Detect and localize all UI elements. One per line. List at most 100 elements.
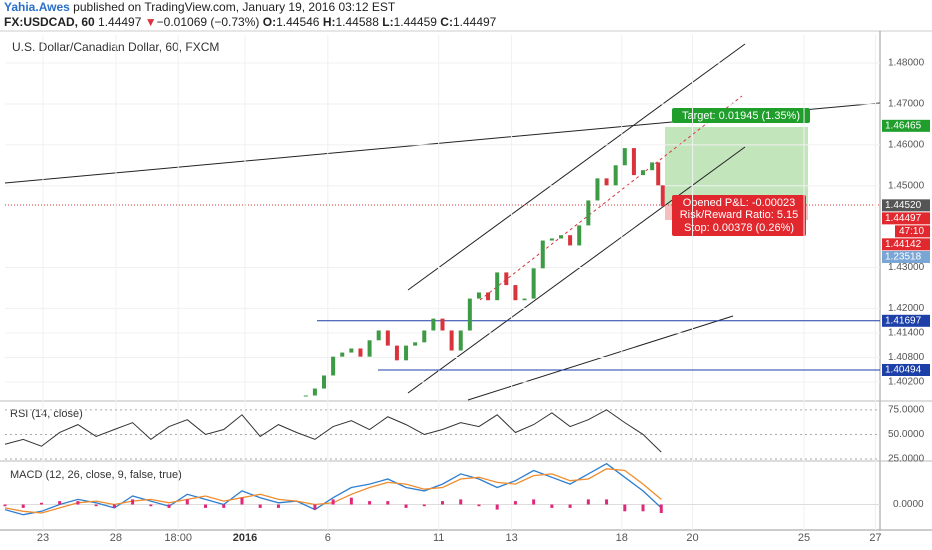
y-tick-label: 0.0000 — [893, 499, 924, 510]
candle — [641, 170, 646, 176]
target-box — [672, 108, 810, 123]
price-tag-text: 1.46465 — [885, 120, 922, 131]
open: 1.44546 — [276, 15, 320, 29]
x-tick-label: 11 — [433, 532, 444, 544]
histogram-bar — [39, 502, 43, 505]
price-tag — [882, 119, 930, 132]
stop-text: Stop: 0.00378 (0.26%) — [684, 222, 794, 234]
price-tag — [882, 199, 930, 212]
y-tick-label: 25.0000 — [888, 454, 925, 465]
trend-line — [467, 315, 734, 401]
histogram-bar — [185, 499, 189, 505]
candle — [586, 200, 591, 226]
histogram-bar — [477, 504, 481, 507]
symbol: FX:USDCAD, 60 — [4, 15, 95, 29]
candle — [568, 235, 573, 246]
author[interactable]: Yahia.Awes — [4, 0, 70, 14]
histogram-bar — [513, 501, 517, 505]
rsi-line — [4, 409, 662, 453]
price-tag-text: 1.44142 — [885, 239, 922, 250]
y-tick-label: 1.41400 — [888, 328, 925, 339]
histogram-bar — [76, 501, 80, 505]
candle — [577, 225, 582, 246]
published: published on TradingView.com, January 19… — [73, 0, 396, 14]
candle — [622, 148, 627, 166]
histogram-bar — [222, 504, 226, 508]
c-label: C: — [440, 15, 453, 29]
candle — [558, 235, 563, 239]
y-tick-label: 1.42000 — [888, 303, 925, 314]
candle — [431, 318, 436, 331]
candle — [522, 298, 527, 301]
high: 1.44588 — [335, 15, 379, 29]
candle — [404, 345, 409, 361]
drawings: Target: 0.01945 (1.35%) Opened P&L: -0.0… — [4, 43, 881, 401]
target-text: Target: 0.01945 (1.35%) — [682, 110, 800, 122]
y-tick-label: 75.0000 — [888, 405, 925, 416]
x-tick-label: 18 — [616, 532, 628, 544]
price-tag — [882, 314, 930, 327]
x-tick-label: 2016 — [233, 532, 257, 544]
countdown-tag — [895, 225, 930, 238]
y-tick-label: 1.46000 — [888, 139, 925, 150]
histogram-bar — [386, 501, 390, 505]
price-tag-text: 1.40494 — [885, 365, 922, 376]
histogram-bar — [550, 504, 554, 508]
candle — [413, 342, 418, 346]
histogram-bar — [586, 499, 590, 505]
arrow: ▼ — [144, 15, 157, 29]
histogram-bar — [605, 499, 609, 505]
x-tick-label: 18:00 — [164, 532, 192, 544]
countdown-text: 47:10 — [899, 226, 924, 237]
candle — [540, 240, 545, 269]
price-tag — [882, 251, 930, 263]
candle — [595, 178, 600, 201]
last: 1.44497 — [98, 15, 142, 29]
candle — [358, 348, 363, 357]
histogram-bar — [112, 504, 116, 508]
candle — [385, 330, 390, 346]
candle — [331, 356, 336, 376]
histogram-bar — [204, 504, 208, 508]
candle — [513, 285, 518, 301]
price-tag — [882, 238, 930, 251]
histogram-bar — [495, 504, 499, 510]
candle — [504, 272, 509, 286]
candle — [549, 238, 554, 241]
profit-zone — [665, 127, 808, 205]
channel-upper — [407, 43, 746, 291]
o-label: O: — [262, 15, 277, 29]
histogram-bar — [313, 504, 317, 510]
histogram-bar — [441, 501, 444, 505]
histogram-bar — [459, 499, 463, 505]
histogram-bar — [3, 504, 7, 507]
candle — [613, 165, 618, 186]
low: 1.44459 — [393, 15, 437, 29]
candle — [367, 340, 372, 357]
histogram-bar — [258, 504, 262, 508]
x-tick-label: 28 — [110, 532, 122, 544]
histogram-bar — [659, 504, 663, 513]
x-tick-label: 20 — [686, 532, 698, 544]
candle — [476, 292, 481, 299]
candle — [440, 318, 445, 331]
histogram-bar — [94, 504, 98, 507]
histogram-bar — [21, 504, 25, 508]
histogram-bar — [131, 499, 135, 505]
publish-line: Yahia.Awes published on TradingView.com,… — [4, 0, 496, 15]
x-tick-label: 6 — [325, 532, 331, 544]
candle — [531, 268, 536, 299]
candle — [322, 375, 327, 389]
y-tick-label: 1.48000 — [888, 58, 925, 69]
price-tag-text: 1.44520 — [885, 200, 922, 211]
price-tag-text: 1.41697 — [885, 315, 922, 326]
candle — [394, 345, 399, 361]
quote-line: FX:USDCAD, 60 1.44497 ▼−0.01069 (−0.73%)… — [4, 15, 496, 30]
channel-lower — [407, 146, 746, 394]
candle — [495, 272, 500, 301]
header: Yahia.Awes published on TradingView.com,… — [4, 0, 496, 30]
histogram-bar — [58, 501, 62, 505]
candle — [458, 330, 463, 351]
candle — [312, 388, 317, 396]
